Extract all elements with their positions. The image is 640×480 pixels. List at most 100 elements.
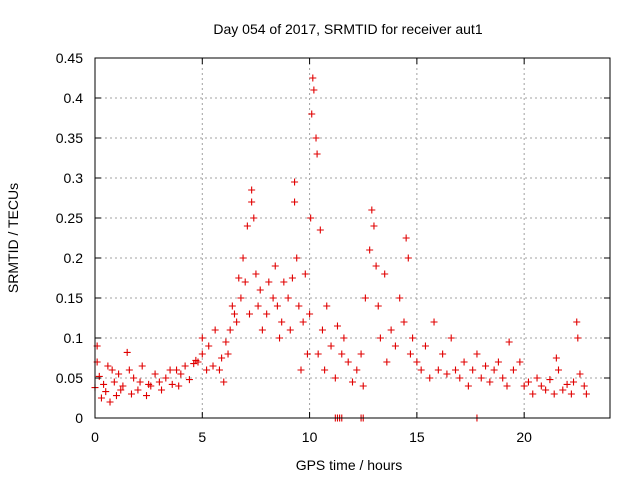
data-point — [366, 246, 374, 254]
data-point — [340, 334, 348, 342]
data-point — [303, 350, 311, 358]
data-point — [177, 370, 185, 378]
data-point — [576, 370, 584, 378]
data-point — [533, 374, 541, 382]
data-point — [143, 392, 150, 400]
data-point — [299, 318, 307, 326]
data-point — [112, 392, 120, 400]
data-point — [370, 222, 378, 230]
data-point — [295, 302, 303, 310]
x-tick-label: 10 — [302, 429, 318, 445]
data-point — [359, 382, 367, 390]
data-point — [235, 274, 243, 282]
data-point — [248, 198, 256, 206]
y-tick-label: 0 — [75, 410, 83, 426]
data-point — [237, 294, 245, 302]
data-point — [185, 376, 193, 384]
data-point — [374, 302, 382, 310]
data-point — [239, 254, 247, 262]
data-point — [110, 378, 118, 386]
data-point — [327, 342, 335, 350]
data-point — [307, 214, 315, 222]
data-point — [499, 374, 507, 382]
data-point — [349, 378, 356, 386]
data-point — [402, 234, 410, 242]
data-point — [550, 390, 558, 398]
data-point — [580, 382, 588, 390]
data-point — [426, 374, 434, 382]
data-point — [409, 334, 417, 342]
data-point — [503, 382, 511, 390]
data-point — [273, 302, 281, 310]
data-point — [155, 378, 163, 386]
data-point — [383, 358, 391, 366]
data-point — [430, 318, 438, 326]
data-point — [125, 366, 133, 374]
data-point — [108, 366, 116, 374]
data-point — [241, 278, 249, 286]
data-point — [123, 348, 131, 356]
data-point — [222, 338, 230, 346]
data-point — [100, 380, 108, 388]
data-point — [115, 370, 123, 378]
data-point — [228, 302, 236, 310]
data-point — [194, 358, 202, 366]
data-point — [434, 366, 442, 374]
data-point — [376, 334, 384, 342]
data-point — [269, 294, 277, 302]
y-tick-label: 0.2 — [64, 250, 84, 266]
data-point — [529, 390, 537, 398]
data-point — [95, 372, 103, 380]
data-point — [353, 366, 361, 374]
data-point — [276, 334, 284, 342]
data-point — [278, 318, 286, 326]
data-point — [226, 326, 234, 334]
data-point — [248, 186, 256, 194]
data-point — [220, 378, 228, 386]
data-point — [291, 198, 299, 206]
data-point — [582, 390, 590, 398]
y-tick-label: 0.45 — [56, 50, 83, 66]
data-points — [91, 74, 590, 422]
data-point — [482, 362, 490, 370]
data-point — [505, 338, 513, 346]
data-point — [439, 350, 447, 358]
data-point — [357, 350, 365, 358]
data-point — [256, 286, 264, 294]
data-point — [198, 350, 206, 358]
data-point — [574, 334, 582, 342]
data-point — [158, 386, 166, 394]
data-point — [469, 366, 477, 374]
data-point — [520, 382, 528, 390]
data-point — [490, 366, 498, 374]
data-point — [537, 382, 545, 390]
data-point — [151, 370, 159, 378]
chart-title: Day 054 of 2017, SRMTID for receiver aut… — [213, 21, 482, 37]
data-point — [291, 178, 299, 186]
data-point — [552, 354, 560, 362]
data-point — [524, 378, 532, 386]
data-point — [280, 278, 288, 286]
data-point — [136, 378, 144, 386]
y-tick-label: 0.15 — [56, 290, 83, 306]
data-point — [486, 378, 494, 386]
data-point — [443, 370, 451, 378]
data-point — [254, 302, 262, 310]
data-point — [224, 350, 232, 358]
data-point — [309, 74, 317, 82]
data-point — [318, 326, 326, 334]
data-point — [265, 278, 273, 286]
data-point — [494, 358, 502, 366]
data-point — [567, 390, 575, 398]
x-tick-label: 20 — [516, 429, 532, 445]
data-point — [134, 386, 142, 394]
data-point — [209, 362, 217, 370]
data-point — [138, 362, 146, 370]
x-axis-label: GPS time / hours — [296, 457, 403, 473]
data-point — [297, 366, 305, 374]
data-point — [573, 318, 581, 326]
grid-lines — [95, 58, 610, 418]
data-point — [203, 366, 211, 374]
y-tick-label: 0.1 — [64, 330, 84, 346]
